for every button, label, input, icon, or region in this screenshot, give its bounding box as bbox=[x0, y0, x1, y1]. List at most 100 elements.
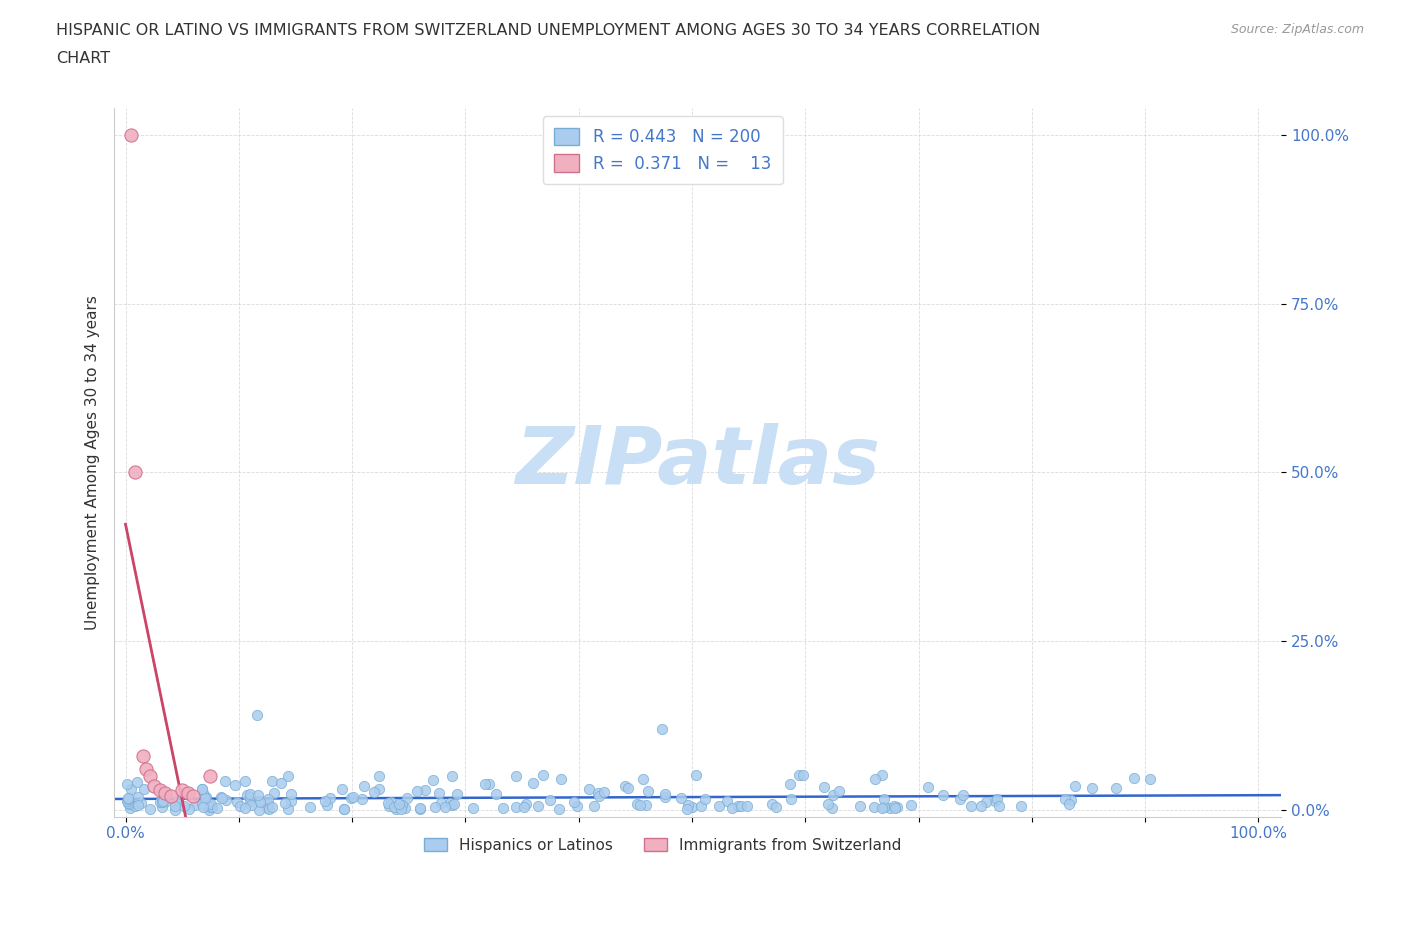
Point bbox=[172, 782, 194, 797]
Point bbox=[353, 778, 375, 793]
Point bbox=[813, 779, 835, 794]
Point bbox=[256, 801, 278, 816]
Legend: Hispanics or Latinos, Immigrants from Switzerland: Hispanics or Latinos, Immigrants from Sw… bbox=[418, 831, 907, 858]
Point bbox=[761, 796, 783, 811]
Point bbox=[247, 794, 270, 809]
Point bbox=[873, 799, 896, 814]
Point bbox=[174, 785, 197, 800]
Point bbox=[578, 781, 600, 796]
Text: ZIPatlas: ZIPatlas bbox=[515, 423, 880, 501]
Point bbox=[827, 784, 849, 799]
Point bbox=[651, 722, 673, 737]
Point bbox=[988, 799, 1011, 814]
Point bbox=[900, 797, 922, 812]
Point bbox=[150, 794, 173, 809]
Point bbox=[505, 768, 527, 783]
Point bbox=[406, 783, 429, 798]
Point bbox=[211, 790, 233, 805]
Point bbox=[547, 802, 569, 817]
Point bbox=[821, 801, 844, 816]
Point bbox=[730, 799, 752, 814]
Point bbox=[262, 774, 284, 789]
Point bbox=[280, 787, 302, 802]
Point bbox=[153, 794, 176, 809]
Point bbox=[433, 800, 456, 815]
Point bbox=[439, 795, 461, 810]
Point bbox=[229, 799, 252, 814]
Point bbox=[388, 797, 411, 812]
Point bbox=[378, 799, 401, 814]
Point bbox=[205, 801, 228, 816]
Point bbox=[522, 776, 544, 790]
Point bbox=[340, 791, 363, 806]
Point bbox=[257, 791, 280, 806]
Point bbox=[333, 801, 356, 816]
Point bbox=[423, 800, 446, 815]
Point bbox=[562, 794, 585, 809]
Point bbox=[716, 794, 738, 809]
Point bbox=[446, 787, 468, 802]
Point bbox=[821, 788, 844, 803]
Point bbox=[332, 802, 354, 817]
Point bbox=[200, 769, 222, 784]
Point bbox=[249, 795, 271, 810]
Point bbox=[263, 786, 285, 801]
Point bbox=[127, 790, 149, 804]
Point bbox=[538, 792, 561, 807]
Point bbox=[531, 768, 554, 783]
Y-axis label: Unemployment Among Ages 30 to 34 years: Unemployment Among Ages 30 to 34 years bbox=[86, 295, 100, 630]
Point bbox=[1059, 793, 1081, 808]
Point bbox=[440, 798, 463, 813]
Point bbox=[135, 762, 157, 777]
Point bbox=[153, 786, 176, 801]
Point bbox=[527, 799, 550, 814]
Point bbox=[200, 797, 222, 812]
Point bbox=[588, 788, 610, 803]
Point bbox=[198, 803, 221, 817]
Point bbox=[257, 797, 280, 812]
Point bbox=[779, 777, 801, 791]
Point bbox=[671, 790, 693, 805]
Point bbox=[1123, 771, 1146, 786]
Point bbox=[166, 792, 188, 807]
Point bbox=[377, 795, 399, 810]
Point bbox=[695, 792, 717, 807]
Point bbox=[709, 799, 731, 814]
Point bbox=[631, 771, 654, 786]
Point bbox=[270, 776, 292, 790]
Point bbox=[198, 799, 221, 814]
Point bbox=[280, 793, 302, 808]
Text: HISPANIC OR LATINO VS IMMIGRANTS FROM SWITZERLAND UNEMPLOYMENT AMONG AGES 30 TO : HISPANIC OR LATINO VS IMMIGRANTS FROM SW… bbox=[56, 23, 1040, 38]
Point bbox=[177, 786, 200, 801]
Point bbox=[233, 773, 256, 788]
Point bbox=[367, 781, 389, 796]
Point bbox=[318, 790, 340, 805]
Point bbox=[153, 788, 176, 803]
Point bbox=[870, 767, 893, 782]
Point bbox=[396, 790, 419, 805]
Point bbox=[139, 802, 162, 817]
Point bbox=[160, 789, 183, 804]
Point bbox=[1057, 796, 1080, 811]
Point bbox=[117, 792, 139, 807]
Point bbox=[120, 127, 142, 142]
Point bbox=[247, 802, 270, 817]
Point bbox=[118, 797, 141, 812]
Point bbox=[215, 793, 238, 808]
Point bbox=[389, 802, 412, 817]
Point bbox=[626, 797, 648, 812]
Point bbox=[654, 787, 676, 802]
Point bbox=[194, 790, 217, 805]
Point bbox=[873, 791, 896, 806]
Point bbox=[427, 786, 450, 801]
Point bbox=[413, 783, 436, 798]
Point bbox=[727, 799, 749, 814]
Point bbox=[209, 790, 232, 804]
Point bbox=[492, 801, 515, 816]
Point bbox=[565, 799, 588, 814]
Point bbox=[474, 777, 496, 791]
Point bbox=[735, 799, 758, 814]
Point bbox=[959, 798, 981, 813]
Point bbox=[1081, 780, 1104, 795]
Point bbox=[765, 800, 787, 815]
